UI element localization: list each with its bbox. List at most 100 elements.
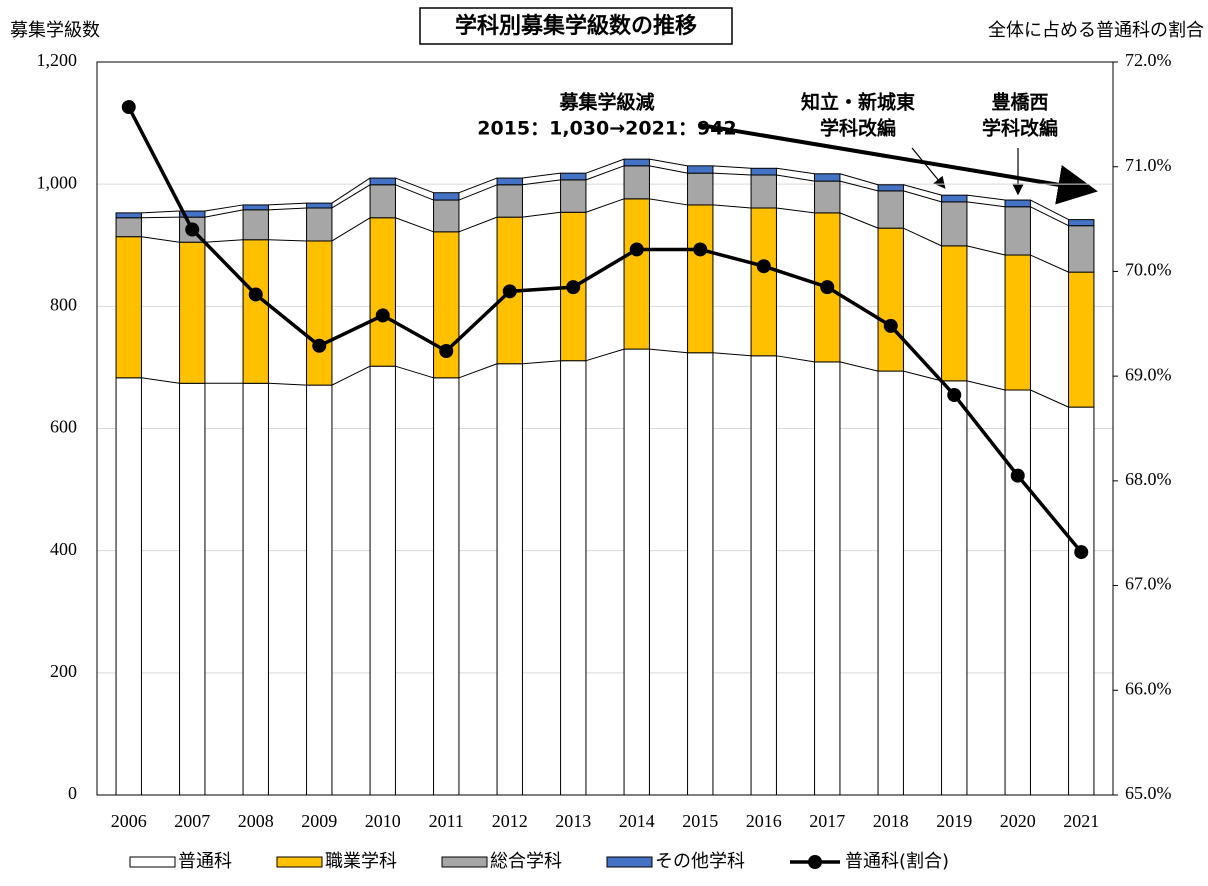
- bar: [623, 348, 650, 796]
- bar: [687, 172, 714, 206]
- series-line: [331, 217, 371, 242]
- bar: [306, 202, 333, 209]
- series-line: [331, 184, 371, 209]
- marker: [248, 287, 263, 302]
- marker: [566, 280, 581, 295]
- bar: [1004, 389, 1031, 796]
- y-tick-label: 200: [50, 661, 77, 681]
- bar: [877, 370, 904, 796]
- marker: [1074, 545, 1089, 560]
- series-line: [776, 174, 815, 182]
- marker: [312, 338, 327, 353]
- series-line: [522, 211, 561, 218]
- line: [127, 106, 1083, 554]
- bar: [750, 207, 777, 357]
- bar: [115, 212, 142, 219]
- bar: [242, 239, 269, 384]
- legend-label: その他学科: [655, 851, 745, 872]
- bar: [433, 192, 460, 201]
- annotation: 豊橋西: [991, 91, 1048, 114]
- bar: [877, 184, 904, 192]
- series-line: [903, 227, 942, 247]
- bar: [496, 184, 523, 218]
- series-line: [839, 173, 879, 186]
- series-line: [966, 380, 1006, 391]
- series-line: [966, 245, 1006, 256]
- y-tick-label: 800: [50, 294, 77, 314]
- x-tick-label: 2015: [682, 811, 718, 831]
- marker: [1010, 468, 1025, 483]
- marker: [121, 100, 136, 115]
- series-line: [649, 165, 688, 174]
- series-line: [839, 212, 879, 229]
- series-line: [1030, 206, 1069, 227]
- marker: [502, 284, 517, 299]
- x-tick-label: 2012: [492, 811, 528, 831]
- bar: [306, 240, 333, 386]
- bar: [941, 380, 968, 796]
- series-line: [141, 216, 180, 219]
- annotation: 学科改編: [820, 117, 896, 140]
- y2-tick-label: 67.0%: [1125, 574, 1172, 594]
- bar: [369, 365, 396, 796]
- series-line: [522, 179, 561, 186]
- bar: [306, 207, 333, 242]
- legend-label: 総合学科: [490, 851, 562, 872]
- y2-tick-label: 68.0%: [1125, 469, 1172, 489]
- series-line: [331, 177, 371, 204]
- x-tick-label: 2013: [555, 811, 591, 831]
- series-line: [331, 365, 371, 386]
- series-line: [204, 204, 244, 212]
- bar: [1068, 271, 1095, 408]
- annotation: 学科改編: [982, 117, 1058, 140]
- bar: [369, 217, 396, 367]
- series-line: [395, 177, 434, 194]
- bar: [1004, 206, 1031, 256]
- title-box: [419, 7, 733, 45]
- y-tick-label: 400: [50, 539, 77, 559]
- series-line: [966, 201, 1006, 208]
- marker: [820, 280, 835, 295]
- series-line: [458, 363, 498, 379]
- y-tick-label: 0: [68, 783, 77, 803]
- bar: [814, 361, 841, 796]
- series-line: [903, 190, 942, 203]
- bar: [433, 199, 460, 233]
- series-line: [522, 172, 561, 179]
- y2-axis-label: 全体に占める普通科の割合: [988, 20, 1204, 40]
- series-line: [1030, 199, 1069, 221]
- plot-border: [96, 61, 1114, 796]
- series-line: [712, 204, 752, 209]
- bar: [242, 204, 269, 211]
- bar: [496, 363, 523, 796]
- bar: [623, 165, 650, 200]
- bar: [750, 355, 777, 796]
- bar: [496, 177, 523, 186]
- bar: [179, 382, 206, 796]
- series-line: [141, 377, 180, 384]
- x-tick-label: 2011: [429, 811, 464, 831]
- x-tick-label: 2007: [174, 811, 210, 831]
- bar: [115, 236, 142, 379]
- series-line: [712, 165, 752, 169]
- bar: [750, 167, 777, 176]
- series-line: [776, 167, 815, 175]
- series-line: [458, 184, 498, 201]
- series-line: [268, 382, 307, 386]
- y2-tick-label: 69.0%: [1125, 364, 1172, 384]
- legend-swatch: [606, 856, 653, 868]
- series-line: [966, 194, 1006, 201]
- bar: [941, 194, 968, 203]
- marker: [439, 344, 454, 359]
- bar: [560, 172, 587, 181]
- series-line: [712, 172, 752, 176]
- series-line: [395, 365, 434, 379]
- bar: [1004, 254, 1031, 391]
- legend-swatch: [129, 856, 176, 868]
- bar: [623, 158, 650, 167]
- y-tick-label: 600: [50, 417, 77, 437]
- bar: [941, 245, 968, 382]
- legend-marker: [808, 855, 822, 869]
- x-tick-label: 2017: [809, 811, 845, 831]
